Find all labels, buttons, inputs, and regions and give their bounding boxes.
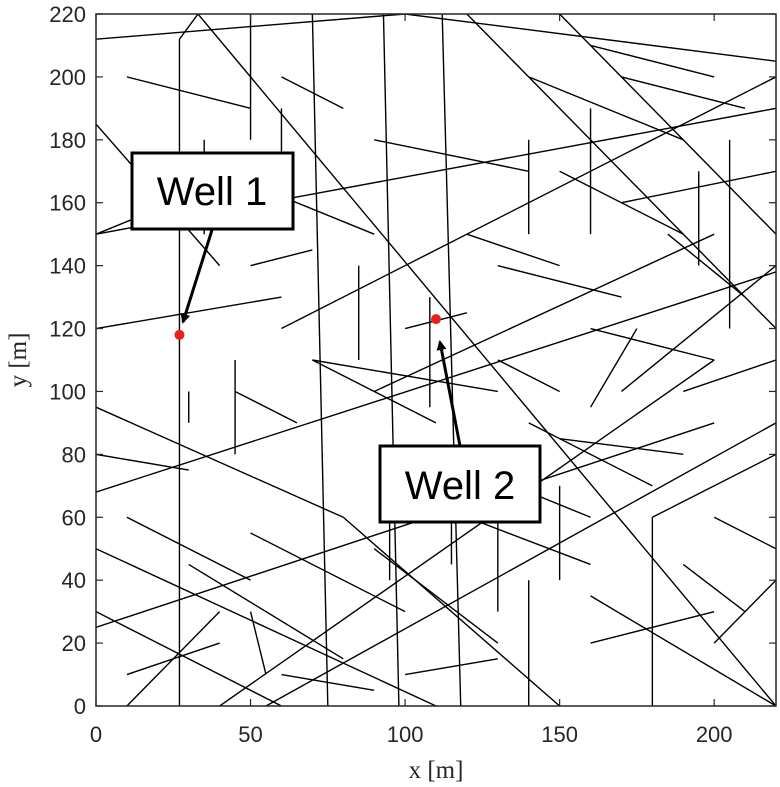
x-axis-title: x [m]: [409, 757, 464, 784]
fracture-segment: [96, 548, 437, 706]
fracture-segment: [466, 233, 560, 267]
fracture-segment: [312, 359, 498, 393]
fracture-segment: [652, 453, 776, 518]
fracture-segment: [713, 516, 776, 550]
y-tick-label: 0: [74, 694, 86, 719]
well-1-point: [174, 329, 185, 340]
x-tick-label: 100: [387, 722, 424, 747]
fracture-segment: [373, 548, 499, 644]
fracture-segment: [126, 642, 220, 676]
fracture-segment: [382, 14, 400, 706]
fracture-segment: [667, 233, 746, 298]
fracture-segment: [250, 532, 406, 613]
x-tick-label: 0: [90, 722, 102, 747]
well-1-label-box: [130, 151, 295, 231]
well-markers: [174, 314, 441, 340]
fracture-segment: [404, 658, 498, 676]
well-1-arrow: [180, 229, 214, 324]
fracture-segment: [265, 422, 776, 706]
y-tick-label: 180: [49, 128, 86, 153]
well-2-label-box: [378, 444, 542, 524]
well-2-callout: Well 2: [378, 340, 542, 524]
plot-background: [96, 14, 776, 706]
fracture-segment: [281, 76, 344, 109]
x-tick-label: 200: [696, 722, 733, 747]
fracture-segment: [126, 76, 251, 110]
fracture-segment: [234, 390, 298, 424]
y-tick-label: 40: [62, 568, 86, 593]
well-2-arrow: [436, 340, 462, 447]
well-2-label: Well 2: [405, 464, 515, 508]
fracture-segment: [466, 14, 776, 330]
fracture-segment: [405, 14, 776, 62]
fracture-segment: [590, 327, 715, 361]
fracture-lines: [96, 14, 776, 706]
fracture-segment: [683, 359, 776, 393]
y-tick-label: 120: [49, 317, 86, 342]
fracture-segment: [96, 611, 282, 706]
y-tick-label: 140: [49, 254, 86, 279]
fracture-segment: [311, 14, 329, 706]
fracture-segment: [713, 579, 776, 644]
fracture-segment: [96, 406, 344, 518]
fracture-segment: [559, 437, 684, 456]
fracture-segment: [559, 14, 776, 235]
well-1-label: Well 1: [157, 170, 267, 214]
y-tick-label: 80: [62, 442, 86, 467]
fracture-segment: [96, 453, 189, 471]
fracture-segment: [621, 265, 776, 392]
fracture-segment: [466, 516, 591, 566]
fracture-segment: [441, 14, 462, 706]
fracture-segment: [249, 611, 267, 675]
fracture-segment: [219, 359, 715, 706]
fracture-segment: [250, 249, 313, 267]
fracture-segment: [342, 516, 561, 706]
fracture-segment: [589, 328, 638, 408]
fracture-segment: [497, 359, 560, 393]
well-1-callout: Well 1: [130, 151, 295, 324]
y-axis: 0 20 40 60 80 100 120 140 160 180 200 220: [49, 2, 776, 719]
fracture-segment: [590, 44, 715, 78]
x-tick-label: 50: [238, 722, 262, 747]
fracture-segment: [497, 264, 622, 298]
fracture-segment: [96, 296, 282, 330]
y-tick-label: 60: [62, 505, 86, 530]
fracture-segment: [312, 359, 437, 424]
y-tick-label: 160: [49, 191, 86, 216]
fracture-segment: [621, 76, 746, 110]
fracture-segment: [528, 76, 684, 141]
y-tick-label: 220: [49, 2, 86, 27]
fracture-segment: [188, 563, 344, 660]
x-tick-label: 150: [541, 722, 578, 747]
fracture-segment: [374, 139, 529, 172]
fracture-segment: [590, 595, 776, 706]
fracture-segment: [96, 422, 715, 629]
fracture-segment: [590, 610, 715, 644]
fracture-segment: [126, 516, 251, 581]
well-2-point: [431, 314, 441, 325]
y-tick-label: 100: [49, 379, 86, 404]
y-tick-label: 20: [62, 631, 86, 656]
plot-frame: [95, 13, 777, 707]
fracture-segment: [528, 422, 653, 487]
x-axis: 0 50 100 150 200: [90, 14, 733, 747]
fracture-segment: [682, 563, 746, 613]
fracture-segment: [178, 14, 199, 40]
y-axis-title: y [m]: [5, 333, 32, 388]
fracture-segment: [96, 271, 776, 493]
y-tick-label: 200: [49, 65, 86, 90]
fracture-segment: [281, 673, 375, 691]
fracture-segment: [373, 233, 715, 393]
fracture-segment: [197, 14, 776, 706]
